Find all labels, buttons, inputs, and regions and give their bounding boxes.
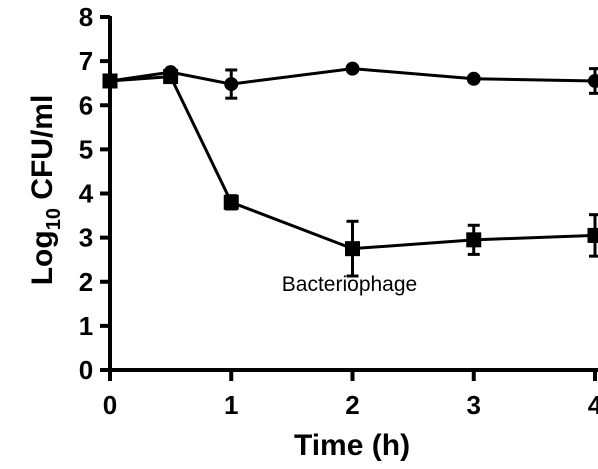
annotations: Bacteriophage [282, 273, 417, 296]
x-tick-label: 2 [345, 390, 359, 420]
y-axis-title-prefix: Log [26, 230, 59, 285]
x-axis-title: Time (h) [294, 429, 410, 462]
y-tick-label: 1 [79, 311, 93, 341]
x-tick-label: 4 [588, 390, 598, 420]
x-tick-label: 1 [224, 390, 238, 420]
data-point-square [588, 228, 598, 243]
annotation-label: Bacteriophage [282, 273, 417, 296]
y-tick-label: 8 [79, 2, 93, 32]
y-axis-title-subscript: 10 [43, 208, 65, 230]
y-ticks: 0 1 2 3 4 5 6 7 8 [79, 2, 110, 385]
data-point-square [345, 241, 360, 256]
y-tick-label: 0 [79, 355, 93, 385]
x-tick-label: 3 [467, 390, 481, 420]
y-tick-label: 4 [79, 179, 94, 209]
y-tick-label: 2 [79, 267, 93, 297]
y-tick-label: 5 [79, 134, 93, 164]
x-tick-label: 0 [103, 390, 117, 420]
y-axis-title: Log10 CFU/ml [26, 95, 65, 286]
y-tick-label: 6 [79, 90, 93, 120]
y-axis-title-suffix: CFU/ml [26, 95, 59, 208]
y-axis: 0 1 2 3 4 5 6 7 8 Log10 CFU/ml [26, 2, 110, 385]
data-point-square [163, 69, 178, 84]
data-point-square [103, 73, 118, 88]
data-point-circle [588, 74, 598, 88]
data-point-circle [467, 72, 481, 86]
x-axis: 0 1 2 3 4 Time (h) [103, 370, 598, 462]
series-square [103, 69, 598, 276]
y-tick-label: 3 [79, 223, 93, 253]
y-tick-label: 7 [79, 46, 93, 76]
plot-area [103, 62, 598, 276]
x-ticks: 0 1 2 3 4 [103, 370, 598, 420]
data-point-square [466, 232, 481, 247]
data-point-circle [346, 62, 360, 76]
data-point-square [224, 195, 239, 210]
data-point-circle [224, 77, 238, 91]
